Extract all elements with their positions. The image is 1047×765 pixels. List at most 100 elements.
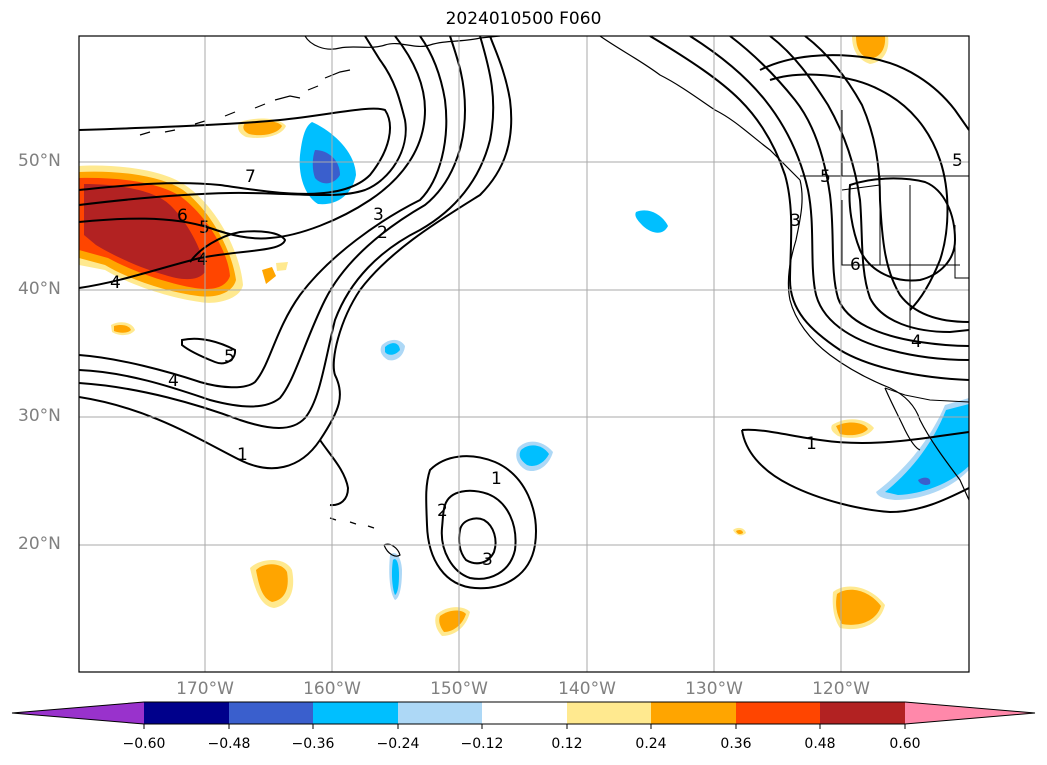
lon-label-150w: 150°W [430, 679, 488, 699]
negative-anomaly-mexico-core [885, 404, 969, 495]
contour-label-3c: 3 [790, 211, 801, 231]
alaska-coastline [304, 36, 501, 50]
colorbar-tick-label-4: −0.24 [376, 736, 420, 752]
map-title: 2024010500 F060 [445, 9, 602, 29]
contour-line-east-6b [848, 177, 957, 282]
contour-line-east-3 [729, 36, 969, 347]
colorbar-tick-label-9: 0.48 [804, 736, 836, 752]
positive-anomaly-tiny-1 [262, 267, 276, 284]
colorbar-segment-1 [144, 702, 229, 724]
colorbar-tick-label-8: 0.36 [720, 736, 752, 752]
colorbar [11, 701, 1036, 729]
colorbar-segment-3 [313, 702, 398, 724]
us-west-coastline [787, 179, 969, 501]
lon-label-170w: 170°W [176, 679, 234, 699]
map-frame-background [79, 36, 969, 672]
contour-label-5: 5 [199, 218, 210, 238]
colorbar-tick-marks [143, 724, 906, 729]
lat-label-50n: 50°N [18, 151, 61, 171]
colorbar-tick-label-2: −0.48 [207, 736, 251, 752]
colorbar-segment-extend-high [905, 702, 1035, 724]
contour-label-4d: 4 [911, 332, 922, 352]
contour-line-east-2 [689, 36, 969, 361]
contour-line-3-hawaii [458, 517, 497, 565]
contour-label-5c: 5 [820, 167, 831, 187]
contour-line-6 [79, 36, 407, 206]
contour-line-5-small [181, 337, 237, 365]
colorbar-tick-label-7: 0.24 [635, 736, 667, 752]
contour-label-2: 2 [377, 223, 388, 243]
contour-label-5b: 5 [224, 347, 235, 367]
negative-anomaly-mexico-center [918, 477, 931, 485]
contour-label-7: 7 [245, 167, 256, 187]
colorbar-segment-2 [229, 702, 313, 724]
positive-anomaly-south-east-core [836, 589, 881, 625]
contour-label-3b: 3 [482, 550, 493, 570]
lat-label-20n: 20°N [18, 534, 61, 554]
map-frame-border [78, 35, 970, 673]
contour-label-4b: 4 [110, 273, 121, 293]
colorbar-segment-9 [820, 702, 905, 724]
contour-line-1-east-lower [741, 429, 969, 514]
lon-label-120w: 120°W [812, 679, 870, 699]
contour-label-1b: 1 [491, 469, 502, 489]
contour-label-2b: 2 [437, 501, 448, 521]
colorbar-tick-label-1: −0.60 [122, 736, 166, 752]
contour-label-5d: 5 [952, 151, 963, 171]
aleutian-islands [139, 69, 351, 136]
contour-value-labels: 7 6 5 4 4 5 4 3 2 1 1 2 3 1 5 5 6 4 3 [110, 151, 963, 570]
contour-label-1c: 1 [806, 434, 817, 454]
negative-anomaly-small-east [635, 210, 668, 233]
contour-label-3: 3 [373, 205, 384, 225]
colorbar-segment-8 [736, 702, 820, 724]
positive-anomaly-small-1-core [243, 120, 282, 136]
colorbar-segment-7 [651, 702, 736, 724]
contour-line-5 [79, 36, 427, 240]
colorbar-tick-label-5: −0.12 [460, 736, 504, 752]
contour-label-6: 6 [177, 206, 188, 226]
contour-label-4c: 4 [168, 371, 179, 391]
colorbar-segment-5 [482, 702, 567, 724]
lat-label-30n: 30°N [18, 406, 61, 426]
contour-line-1-tail [319, 439, 350, 507]
contour-line-1 [79, 36, 513, 470]
negative-anomaly-hawaii-core [391, 559, 399, 595]
canada-coastline [599, 36, 801, 181]
contour-label-4a: 4 [197, 250, 208, 270]
contour-line-1-east [741, 428, 969, 444]
positive-anomaly-tiny-3-core [114, 325, 131, 333]
negative-anomaly-center-small-core [385, 343, 400, 355]
us-mexico-border [884, 387, 969, 403]
contour-line-east-top [759, 54, 969, 131]
baja-peninsula [884, 387, 921, 451]
lon-label-130w: 130°W [685, 679, 743, 699]
contour-line-east-4 [769, 36, 969, 334]
gridlines [79, 36, 969, 672]
lat-label-40n: 40°N [18, 279, 61, 299]
negative-anomaly-north-central-core [312, 150, 340, 184]
positive-anomaly-baja-core [836, 422, 868, 436]
contour-line-3 [79, 36, 467, 408]
negative-anomaly-central-core [519, 445, 549, 466]
positive-anomaly-north-east-core [856, 36, 886, 59]
contour-line-east-1 [649, 36, 969, 381]
contour-line-2-hawaii [440, 489, 517, 580]
contour-label-1a: 1 [237, 445, 248, 465]
positive-anomaly-west-darkred [84, 184, 205, 280]
colorbar-tick-label-10: 0.60 [889, 736, 921, 752]
contour-line-1-hawaii [425, 455, 537, 590]
contour-line-4-west [79, 230, 287, 289]
positive-anomaly-small-sw-mexico-core [736, 529, 743, 535]
lon-label-140w: 140°W [558, 679, 616, 699]
colorbar-segment-6 [567, 702, 651, 724]
colorbar-tick-label-3: −0.36 [291, 736, 335, 752]
hawaii-islands [329, 517, 401, 557]
coastlines [139, 36, 969, 557]
colorbar-segment-4 [398, 702, 482, 724]
colorbar-segment-extend-low [12, 702, 144, 724]
lon-label-160w: 160°W [303, 679, 361, 699]
contour-line-7 [79, 107, 391, 195]
contour-label-6b: 6 [850, 255, 861, 275]
colorbar-tick-label-6: 0.12 [551, 736, 583, 752]
